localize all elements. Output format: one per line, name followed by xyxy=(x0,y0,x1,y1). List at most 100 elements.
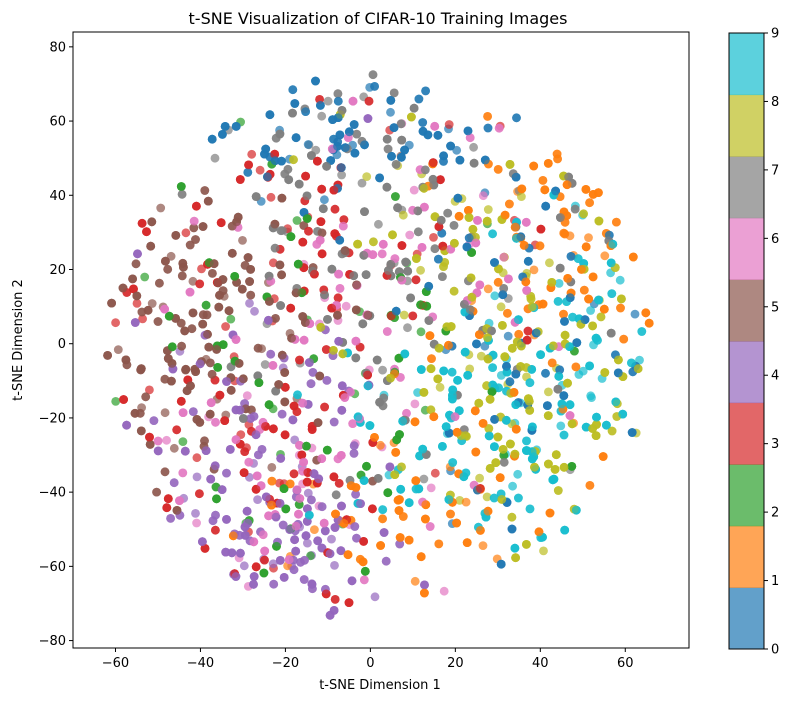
scatter-point xyxy=(584,294,593,304)
scatter-point xyxy=(398,416,408,426)
scatter-point xyxy=(627,358,636,368)
scatter-point xyxy=(579,209,588,219)
scatter-point xyxy=(503,308,512,318)
scatter-point xyxy=(188,407,198,416)
scatter-point xyxy=(376,440,385,450)
scatter-point xyxy=(239,468,249,477)
scatter-point xyxy=(413,206,423,216)
scatter-point xyxy=(488,229,497,239)
scatter-point xyxy=(320,195,329,205)
scatter-point xyxy=(197,264,206,274)
scatter-point xyxy=(382,182,392,192)
scatter-point xyxy=(379,528,389,537)
scatter-point xyxy=(473,216,482,225)
scatter-point xyxy=(559,430,569,440)
scatter-point xyxy=(233,212,243,222)
scatter-point xyxy=(382,327,392,336)
scatter-point xyxy=(365,421,375,430)
scatter-point xyxy=(280,397,290,407)
scatter-point xyxy=(351,336,361,346)
scatter-point xyxy=(227,248,237,258)
scatter-point xyxy=(438,241,448,251)
scatter-point xyxy=(239,414,248,423)
scatter-point xyxy=(316,217,326,227)
scatter-point xyxy=(351,305,361,315)
scatter-point xyxy=(501,415,511,425)
scatter-point xyxy=(384,266,393,275)
scatter-point xyxy=(333,96,343,106)
scatter-point xyxy=(340,143,350,153)
scatter-point xyxy=(429,233,438,242)
scatter-point xyxy=(398,210,408,220)
scatter-point xyxy=(145,432,154,442)
scatter-point xyxy=(469,158,479,168)
scatter-point xyxy=(467,292,477,302)
scatter-point xyxy=(419,388,429,397)
scatter-point xyxy=(337,501,346,511)
scatter-point xyxy=(349,120,359,129)
scatter-point xyxy=(323,315,332,324)
scatter-point xyxy=(333,142,342,151)
scatter-point xyxy=(363,370,372,380)
scatter-point xyxy=(602,420,611,430)
scatter-point xyxy=(563,378,572,388)
scatter-point xyxy=(566,252,576,261)
scatter-point xyxy=(476,351,486,361)
scatter-point xyxy=(541,368,550,378)
scatter-point xyxy=(145,385,154,395)
scatter-point xyxy=(291,546,301,556)
scatter-point xyxy=(153,436,163,446)
scatter-point xyxy=(192,518,202,528)
scatter-point xyxy=(250,306,259,316)
scatter-point xyxy=(419,474,429,484)
colorbar-segment xyxy=(729,525,764,588)
scatter-point xyxy=(306,551,315,561)
scatter-point xyxy=(268,258,278,268)
scatter-point xyxy=(452,518,461,528)
scatter-point xyxy=(224,306,234,316)
scatter-point xyxy=(594,188,603,198)
colorbar-tick-label: 4 xyxy=(771,369,779,384)
scatter-point xyxy=(505,377,515,387)
scatter-point xyxy=(483,354,493,364)
scatter-point xyxy=(419,183,429,193)
scatter-point xyxy=(231,335,241,344)
scatter-point xyxy=(420,202,429,212)
scatter-point xyxy=(571,362,581,372)
scatter-point xyxy=(308,368,318,377)
scatter-point xyxy=(293,259,303,269)
scatter-point xyxy=(489,493,499,503)
scatter-point xyxy=(614,355,623,365)
scatter-point xyxy=(538,176,548,185)
scatter-point xyxy=(375,173,384,183)
scatter-point xyxy=(426,405,436,415)
scatter-point xyxy=(416,327,426,337)
scatter-point xyxy=(397,275,407,285)
scatter-point xyxy=(465,305,475,314)
scatter-point xyxy=(291,133,301,143)
scatter-point xyxy=(513,469,523,479)
plot-frame xyxy=(72,31,690,649)
scatter-point xyxy=(564,172,573,182)
scatter-point xyxy=(198,319,208,329)
scatter-point xyxy=(547,278,557,287)
scatter-point xyxy=(426,483,436,493)
scatter-point xyxy=(453,375,462,385)
x-tick-label: −60 xyxy=(102,656,129,671)
scatter-point xyxy=(277,193,287,203)
scatter-point xyxy=(411,275,421,285)
scatter-point xyxy=(331,509,340,519)
scatter-point xyxy=(247,149,257,159)
scatter-point xyxy=(606,328,616,338)
scatter-point xyxy=(351,489,360,499)
scatter-point xyxy=(138,314,148,324)
scatter-point xyxy=(310,525,319,534)
scatter-point xyxy=(499,252,509,262)
scatter-point xyxy=(588,272,598,282)
scatter-point xyxy=(491,458,501,467)
scatter-point xyxy=(343,550,353,560)
scatter-point xyxy=(119,395,128,404)
scatter-point xyxy=(506,439,515,449)
scatter-point xyxy=(129,284,138,294)
scatter-point xyxy=(268,559,278,569)
